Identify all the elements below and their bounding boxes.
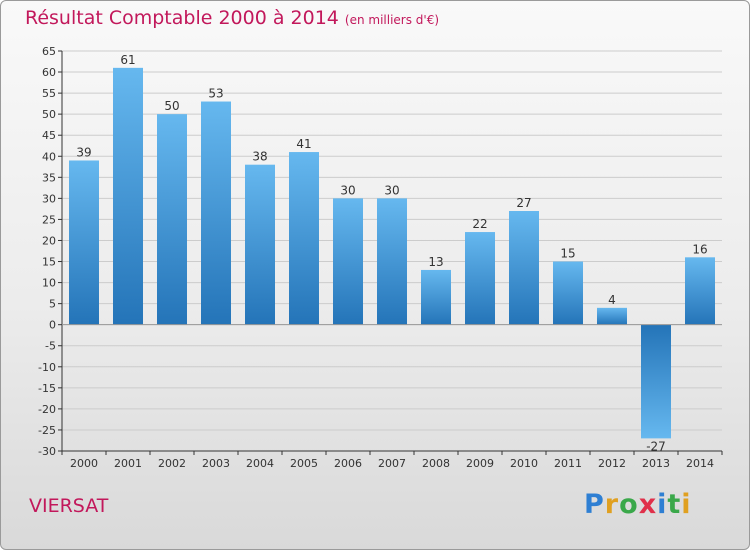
bar-value-label: 22 <box>472 217 487 231</box>
bar-value-label: 30 <box>384 183 399 197</box>
logo-letter: i <box>681 489 692 520</box>
x-tick-label: 2005 <box>290 457 318 470</box>
x-tick-label: 2002 <box>158 457 186 470</box>
bar-value-label: 61 <box>120 53 135 67</box>
y-tick-label: 50 <box>42 108 56 121</box>
bar-value-label: 39 <box>76 145 91 159</box>
x-tick-label: 2014 <box>686 457 714 470</box>
y-tick-label: -20 <box>38 403 56 416</box>
bar <box>641 324 671 439</box>
logo-letter: o <box>619 489 639 520</box>
x-tick-label: 2003 <box>202 457 230 470</box>
bar-chart: 65605550454035302520151050-5-10-15-20-25… <box>38 45 723 470</box>
y-tick-label: 30 <box>42 192 56 205</box>
x-tick-label: 2011 <box>554 457 582 470</box>
bar <box>421 269 451 325</box>
y-tick-label: -5 <box>45 340 56 353</box>
bar <box>377 198 407 325</box>
bar-value-label: 50 <box>164 99 179 113</box>
bar <box>553 261 583 325</box>
logo-letter: t <box>667 489 682 520</box>
logo-letter: i <box>657 489 668 520</box>
x-tick-label: 2001 <box>114 457 142 470</box>
bar-value-label: 27 <box>516 196 531 210</box>
bar-value-label: 53 <box>208 87 223 101</box>
y-tick-label: 60 <box>42 66 56 79</box>
logo-letter: r <box>604 489 620 520</box>
bar <box>597 307 627 325</box>
x-tick-label: 2000 <box>70 457 98 470</box>
bar <box>113 67 143 325</box>
x-tick-label: 2004 <box>246 457 274 470</box>
logo-letter: P <box>584 489 605 520</box>
bar <box>333 198 363 325</box>
chart-title: Résultat Comptable 2000 à 2014 (en millie… <box>25 7 439 29</box>
y-tick-label: 55 <box>42 87 56 100</box>
proxiti-logo: Proxiti <box>584 489 692 520</box>
bar <box>201 101 231 325</box>
bar-value-label: 4 <box>608 293 616 307</box>
x-tick-label: 2013 <box>642 457 670 470</box>
x-tick-label: 2010 <box>510 457 538 470</box>
x-tick-label: 2008 <box>422 457 450 470</box>
bar <box>465 232 495 325</box>
x-tick-label: 2007 <box>378 457 406 470</box>
bar <box>509 211 539 325</box>
y-tick-label: 45 <box>42 129 56 142</box>
y-tick-label: -25 <box>38 424 56 437</box>
bar <box>157 114 187 325</box>
y-tick-label: 0 <box>49 319 56 332</box>
bar <box>69 160 99 325</box>
y-tick-label: -15 <box>38 382 56 395</box>
bar-value-label: -27 <box>646 439 666 453</box>
city-name: VIERSAT <box>29 495 109 517</box>
x-tick-label: 2006 <box>334 457 362 470</box>
bar <box>289 152 319 325</box>
bar-value-label: 30 <box>340 183 355 197</box>
chart-title-text: Résultat Comptable 2000 à 2014 <box>25 7 339 29</box>
y-tick-label: 35 <box>42 171 56 184</box>
y-tick-label: 65 <box>42 45 56 58</box>
bar-value-label: 38 <box>252 150 267 164</box>
bar-value-label: 16 <box>692 242 707 256</box>
x-tick-label: 2012 <box>598 457 626 470</box>
bar <box>245 164 275 325</box>
bar-value-label: 13 <box>428 255 443 269</box>
logo-letter: x <box>638 489 658 520</box>
chart-subtitle: (en milliers d'€) <box>344 13 440 27</box>
y-tick-label: -10 <box>38 361 56 374</box>
x-tick-label: 2009 <box>466 457 494 470</box>
y-tick-label: -30 <box>38 445 56 458</box>
y-tick-label: 5 <box>49 298 56 311</box>
y-tick-label: 15 <box>42 256 56 269</box>
bar-value-label: 15 <box>560 247 575 261</box>
y-tick-label: 40 <box>42 150 56 163</box>
y-tick-label: 10 <box>42 277 56 290</box>
bar-value-label: 41 <box>296 137 311 151</box>
y-tick-label: 20 <box>42 234 56 247</box>
y-tick-label: 25 <box>42 213 56 226</box>
bar <box>685 257 715 325</box>
